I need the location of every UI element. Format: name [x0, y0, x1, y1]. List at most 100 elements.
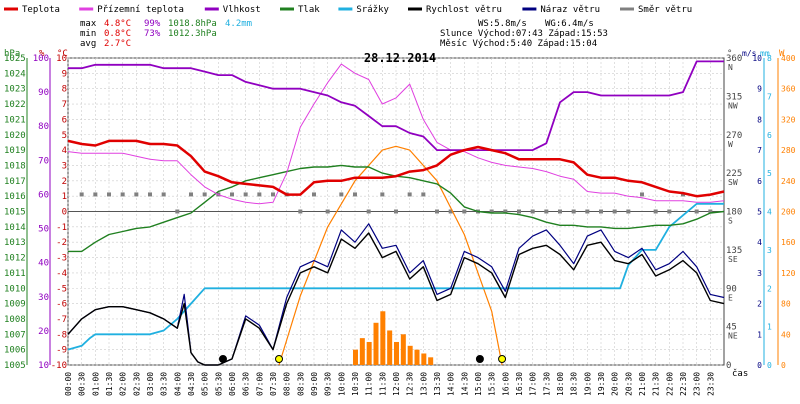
- time-tick-label: 19:30: [597, 372, 606, 396]
- wind-direction-point: [353, 192, 357, 197]
- pct-tick-label: 60: [38, 190, 49, 200]
- w-tick-label: 160: [781, 238, 796, 247]
- time-tick-label: 09:00: [310, 372, 319, 396]
- deg-tick-compass: E: [728, 293, 733, 302]
- degc-tick-label: -2: [56, 238, 67, 248]
- ms-tick-label: 2: [757, 300, 762, 309]
- degc-tick-label: 6: [62, 115, 67, 125]
- degc-tick-label: -1: [56, 223, 67, 233]
- time-tick-label: 07:30: [269, 372, 278, 396]
- w-axis-title: W: [779, 49, 785, 59]
- solar-bar: [353, 349, 358, 365]
- deg-tick-compass: NW: [728, 101, 738, 110]
- moonset-marker: [475, 355, 484, 363]
- time-tick-label: 20:30: [624, 372, 633, 396]
- stats-pressure: 1012.3hPa: [168, 29, 217, 39]
- time-tick-label: 22:00: [665, 372, 674, 396]
- time-tick-label: 10:30: [351, 372, 360, 396]
- deg-tick-label: 315: [726, 92, 742, 102]
- legend-label: Vlhkost: [223, 5, 261, 15]
- degc-tick-label: 0: [62, 208, 67, 218]
- degc-tick-label: -3: [56, 254, 67, 264]
- wind-direction-point: [462, 209, 467, 214]
- stats-temp: 2.7°C: [104, 39, 131, 49]
- time-tick-label: 14:00: [447, 372, 456, 396]
- w-tick-label: 240: [781, 177, 796, 186]
- legend-label: Rychlost větru: [426, 5, 502, 15]
- degc-tick-label: 1: [62, 192, 67, 202]
- ms-tick-label: 3: [757, 269, 762, 278]
- hpa-tick-label: 1008: [4, 315, 26, 325]
- degc-tick-label: 8: [62, 85, 67, 95]
- pct-tick-label: 10: [38, 361, 49, 371]
- time-tick-label: 13:00: [419, 372, 428, 396]
- time-tick-label: 03:30: [160, 372, 169, 396]
- stats-humidity: 99%: [144, 19, 161, 29]
- wind-direction-point: [558, 209, 562, 214]
- degc-tick-label: -9: [56, 346, 67, 356]
- legend-label: Přízemní teplota: [97, 5, 184, 15]
- time-tick-label: 05:00: [201, 372, 210, 396]
- legend-label: Srážky: [356, 5, 389, 15]
- wind-direction-point: [653, 209, 658, 214]
- time-tick-label: 20:00: [611, 372, 620, 396]
- time-tick-label: 16:30: [515, 372, 524, 396]
- w-tick-label: 360: [781, 85, 796, 94]
- deg-tick-compass: SE: [728, 255, 738, 264]
- stats-sun: Slunce Východ:07:43 Západ:15:53: [440, 29, 608, 39]
- mm-axis-title: mm: [760, 49, 770, 58]
- deg-tick-label: 0: [726, 361, 731, 371]
- wind-direction-point: [243, 192, 248, 197]
- wind-direction-point: [380, 192, 385, 197]
- time-tick-label: 00:30: [78, 372, 87, 396]
- wind-direction-point: [407, 192, 412, 197]
- deg-tick-label: 180: [726, 208, 742, 218]
- mm-tick-label: 6: [767, 131, 772, 140]
- deg-axis-title: °: [727, 49, 732, 59]
- hpa-tick-label: 1023: [4, 85, 26, 95]
- hpa-tick-label: 1025: [4, 54, 26, 64]
- time-tick-label: 18:30: [570, 372, 579, 396]
- w-tick-label: 280: [781, 146, 796, 155]
- hpa-tick-label: 1019: [4, 146, 26, 156]
- wind-direction-point: [667, 209, 672, 214]
- wind-direction-point: [79, 192, 84, 197]
- time-tick-label: 16:00: [501, 372, 510, 396]
- solar-bar: [414, 349, 420, 365]
- hpa-tick-label: 1024: [4, 69, 26, 79]
- wind-direction-point: [175, 209, 180, 214]
- wind-direction-point: [394, 209, 398, 214]
- series-line-teplota: [67, 139, 725, 198]
- wind-direction-point: [202, 192, 207, 197]
- time-tick-label: 08:30: [296, 372, 305, 396]
- series-line-n-raz-v-tru: [67, 223, 725, 366]
- moonrise-marker: [218, 355, 227, 363]
- time-tick-label: 04:30: [187, 372, 196, 396]
- deg-tick-compass: S: [728, 217, 733, 226]
- wind-direction-point: [681, 192, 685, 197]
- degc-tick-label: -10: [51, 361, 67, 371]
- hpa-tick-label: 1018: [4, 161, 26, 171]
- deg-tick-label: 225: [726, 169, 742, 179]
- wind-direction-point: [571, 209, 576, 214]
- wind-direction-point: [489, 209, 494, 214]
- degc-tick-label: 4: [62, 146, 67, 156]
- time-tick-label: 23:30: [706, 372, 715, 396]
- pct-axis-title: %: [39, 49, 45, 59]
- legend-label: Náraz větru: [540, 5, 600, 15]
- deg-tick-compass: SW: [728, 178, 738, 187]
- wind-direction-point: [421, 192, 426, 197]
- time-tick-label: 06:00: [228, 372, 237, 396]
- w-tick-label: 320: [781, 115, 796, 124]
- time-tick-label: 15:30: [488, 372, 497, 396]
- time-tick-label: 15:00: [474, 372, 483, 396]
- time-tick-label: 10:00: [337, 372, 346, 396]
- time-tick-label: 04:00: [173, 372, 182, 396]
- pct-tick-label: 100: [33, 54, 49, 64]
- time-tick-label: 21:00: [638, 372, 647, 396]
- w-tick-label: 0: [781, 361, 786, 370]
- time-tick-label: 13:30: [433, 372, 442, 396]
- stats-gust: WG:6.4m/s: [545, 19, 594, 29]
- hpa-tick-label: 1013: [4, 238, 26, 248]
- chart-title: 28.12.2014: [364, 51, 436, 65]
